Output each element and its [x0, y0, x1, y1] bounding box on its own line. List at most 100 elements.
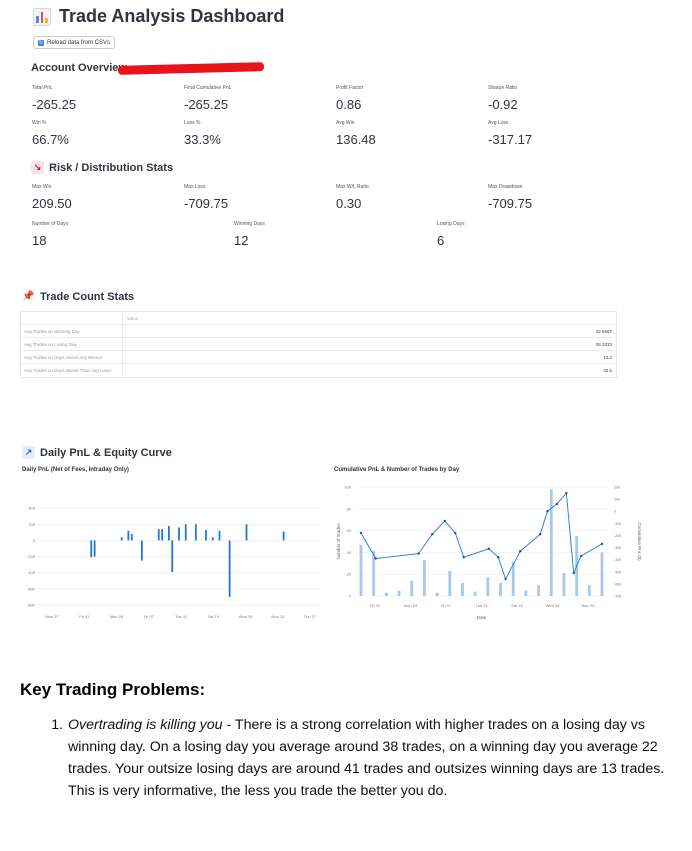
metric-total-pnl: Total PnL -265.25	[32, 85, 76, 112]
metric-value: -265.25	[32, 97, 77, 112]
y2-tick-label: 0	[614, 510, 616, 514]
x-tick-label: Fri 31	[370, 603, 381, 608]
metric-value: -709.75	[488, 196, 533, 211]
cumulative-pnl-point	[359, 531, 363, 535]
metric-label: Losing Days	[437, 221, 465, 227]
equity-title: ↗ Daily PnL & Equity Curve	[22, 446, 172, 459]
pnl-bar	[228, 540, 231, 597]
pnl-bar	[130, 533, 133, 541]
metric-value: 18	[32, 233, 47, 248]
pnl-bar	[167, 525, 170, 541]
pnl-bar	[140, 540, 143, 561]
pnl-bar	[161, 529, 164, 541]
y-tick-label: 400	[28, 506, 35, 511]
trades-bar	[423, 560, 426, 596]
y2-axis-label: Cumulative PnL ($)	[637, 522, 642, 561]
cumulative-pnl-point	[462, 556, 465, 559]
metric-value: 136.48	[336, 132, 376, 147]
metric-label: Loss %	[184, 120, 201, 126]
pnl-bar	[127, 530, 130, 541]
table-row-value: 38.3333	[595, 341, 612, 347]
pnl-bar	[184, 524, 187, 541]
y-axis-label: Number of Trades	[336, 523, 341, 560]
pnl-bar	[90, 540, 93, 558]
trades-bar	[435, 592, 439, 596]
page-title: Trade Analysis Dashboard	[33, 6, 284, 27]
metric-label: Avg Loss	[488, 120, 509, 126]
trades-bar	[461, 582, 464, 596]
metric-max-win: Max Win 209.50	[32, 184, 72, 211]
trade-count-title: 📌 Trade Count Stats	[22, 290, 134, 303]
metric-value: -265.25	[184, 97, 229, 112]
cumulative-pnl-point	[600, 542, 604, 546]
x-tick-label: Wed 19	[239, 614, 253, 619]
y-tick-label: 200	[28, 522, 35, 527]
metric-value: -317.17	[488, 132, 533, 147]
x-tick-label: Sat 15	[511, 603, 523, 608]
account-overview-label: Account Overview	[31, 62, 127, 74]
y2-tick-label: -700	[614, 595, 621, 599]
cumulative-pnl-chart: 1008060402002001000-100-200-300-400-500-…	[336, 485, 642, 621]
x-tick-label: Mon 27	[45, 614, 59, 619]
risk-stats-title: ↘ Risk / Distribution Stats	[31, 161, 173, 174]
problem-text: - There is a strong correlation with hig…	[68, 717, 665, 799]
metric-value: 6	[437, 233, 445, 248]
cumulative-pnl-point	[374, 557, 377, 560]
metric-max-loss: Max Loss -709.75	[184, 184, 228, 211]
y2-tick-label: -100	[614, 522, 621, 526]
y2-tick-label: -400	[614, 558, 621, 562]
pnl-bar	[245, 524, 248, 541]
trades-bar	[410, 580, 414, 596]
pnl-bar	[218, 530, 221, 541]
pnl-bar	[194, 524, 197, 541]
pnl-bar	[120, 537, 123, 541]
metric-label: Avg Win	[336, 120, 355, 126]
table-row-label: Avg Trades on Days Worse Than Avg Loser	[21, 364, 123, 377]
x-tick-label: Nov 23	[582, 603, 595, 608]
cumulative-pnl-point	[431, 533, 434, 536]
cumulative-pnl-line	[360, 492, 603, 581]
metric-value: 209.50	[32, 196, 72, 211]
trades-bar	[372, 551, 376, 596]
trades-bar	[359, 544, 363, 596]
metric-losing-days: Losing Days 6	[437, 221, 465, 248]
cumulative-pnl-point	[454, 531, 457, 535]
y2-tick-label: -300	[614, 546, 621, 550]
pnl-bar	[178, 527, 180, 541]
x-tick-label: Thu 27	[304, 614, 317, 619]
x-tick-label: Fri 07	[441, 603, 452, 608]
cumulative-pnl-point	[579, 554, 583, 558]
metric-value: 0.86	[336, 97, 362, 112]
cumulative-pnl-point	[417, 552, 420, 555]
key-problems-heading: Key Trading Problems:	[20, 680, 206, 699]
y2-tick-label: 200	[614, 486, 620, 490]
pnl-bar	[157, 529, 160, 541]
table-row: Avg Trades on Days Above Avg Winner 13.2	[21, 351, 616, 364]
metric-label: Max Win	[32, 184, 52, 190]
trades-bar	[384, 592, 388, 596]
pnl-bar	[171, 540, 174, 572]
y-tick-label: -400	[27, 570, 36, 575]
x-tick-label: Nov 23	[271, 614, 284, 619]
table-header-row: Value	[21, 312, 616, 325]
cumulative-pnl-point	[519, 549, 522, 553]
y-tick-label: 0	[349, 594, 352, 599]
pushpin-icon: 📌	[22, 291, 35, 302]
account-overview-title: Account Overview	[31, 62, 127, 74]
metric-value: 12	[234, 233, 249, 248]
table-row: Avg Trades on Losing Day 38.3333	[21, 338, 616, 351]
metric-label: Total PnL	[32, 85, 53, 91]
bar-chart-icon	[33, 7, 51, 26]
metric-label: Winning Days	[234, 221, 265, 227]
x-axis-label: Date	[477, 615, 487, 620]
metric-label: Profit Factor	[336, 85, 364, 91]
x-tick-label: Fri 31	[79, 614, 90, 619]
reload-data-label: Reload data from CSVs	[47, 39, 111, 46]
y2-tick-label: 100	[614, 498, 620, 502]
metric-avg-loss: Avg Loss -317.17	[488, 120, 532, 147]
cumulative-pnl-point	[497, 556, 500, 559]
metric-value: -0.92	[488, 97, 518, 112]
reload-data-button[interactable]: ↻ Reload data from CSVs	[33, 36, 116, 49]
y-tick-label: 40	[347, 550, 352, 555]
cumulative-pnl-point	[555, 502, 559, 506]
